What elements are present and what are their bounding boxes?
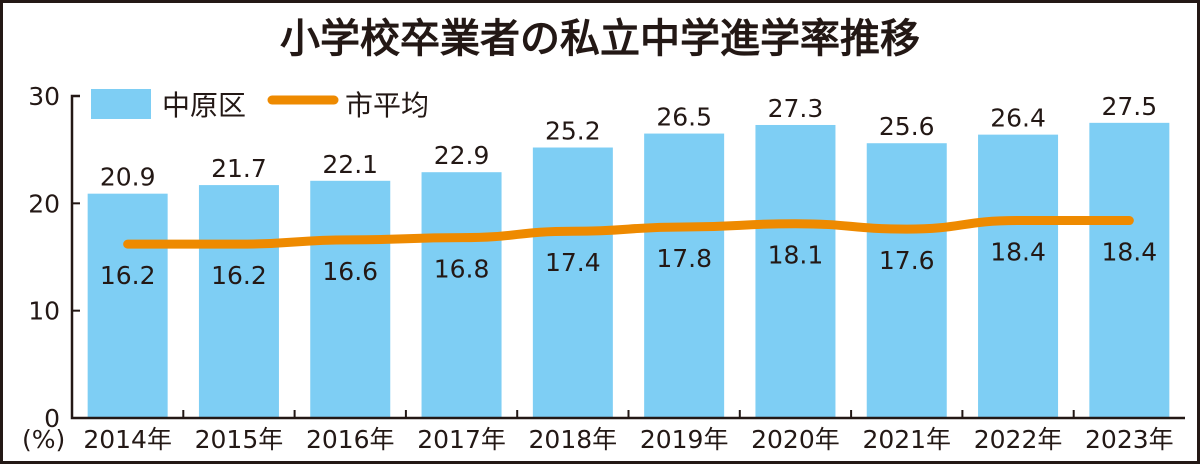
- bar-2019年: [644, 133, 725, 419]
- legend-swatch-bar: [91, 89, 151, 119]
- bar-value-label: 25.6: [879, 112, 935, 141]
- line-value-label: 18.1: [768, 241, 824, 270]
- line-value-label: 16.8: [434, 255, 490, 284]
- y-tick-label: 30: [28, 82, 60, 111]
- bar-2021年: [866, 143, 947, 418]
- bar-2018年: [532, 147, 613, 418]
- x-tick-label: 2022年: [974, 425, 1063, 454]
- x-tick-label: 2019年: [640, 425, 729, 454]
- bar-2015年: [198, 185, 279, 418]
- bar-value-label: 27.3: [768, 94, 824, 123]
- bar-2023年: [1089, 122, 1170, 418]
- x-tick-label: 2017年: [417, 425, 506, 454]
- line-value-label: 17.6: [879, 246, 935, 275]
- y-tick-label: 20: [28, 189, 60, 218]
- x-tick-label: 2014年: [83, 425, 172, 454]
- x-tick-label: 2018年: [529, 425, 618, 454]
- bar-2014年: [87, 193, 168, 418]
- line-value-label: 16.2: [100, 261, 156, 290]
- chart-title: 小学校卒業者の私立中学進学率推移: [280, 16, 920, 62]
- x-tick-label: 2021年: [862, 425, 951, 454]
- bar-value-label: 26.5: [656, 103, 712, 132]
- legend: 中原区 市平均: [91, 89, 429, 122]
- x-tick-label: 2020年: [751, 425, 840, 454]
- line-value-label: 17.8: [656, 244, 712, 273]
- legend-label-line: 市平均: [345, 89, 429, 122]
- x-tick-label: 2023年: [1085, 425, 1174, 454]
- bar-value-label: 22.1: [322, 150, 378, 179]
- bar-value-label: 25.2: [545, 117, 601, 146]
- bar-2017年: [421, 172, 502, 418]
- line-value-label: 18.4: [1102, 238, 1158, 267]
- x-tick-label: 2015年: [195, 425, 284, 454]
- bar-value-label: 26.4: [990, 104, 1046, 133]
- x-tick-label: 2016年: [306, 425, 395, 454]
- bar-value-label: 27.5: [1102, 92, 1158, 121]
- bar-2022年: [978, 134, 1059, 418]
- bar-value-label: 20.9: [100, 163, 156, 192]
- bar-value-label: 21.7: [211, 154, 267, 183]
- y-tick-label: 10: [28, 297, 60, 326]
- bar-2016年: [310, 180, 391, 418]
- y-tick-label: 0: [44, 404, 60, 433]
- line-value-label: 16.2: [211, 261, 267, 290]
- line-series-city-average: [123, 216, 1134, 249]
- line-value-label: 18.4: [990, 238, 1046, 267]
- legend-label-bar: 中原区: [162, 89, 246, 122]
- y-axis-unit: (%): [22, 425, 65, 454]
- line-value-label: 17.4: [545, 248, 601, 277]
- line-value-label: 16.6: [322, 257, 378, 286]
- bar-2020年: [755, 124, 836, 418]
- bar-value-label: 22.9: [434, 141, 490, 170]
